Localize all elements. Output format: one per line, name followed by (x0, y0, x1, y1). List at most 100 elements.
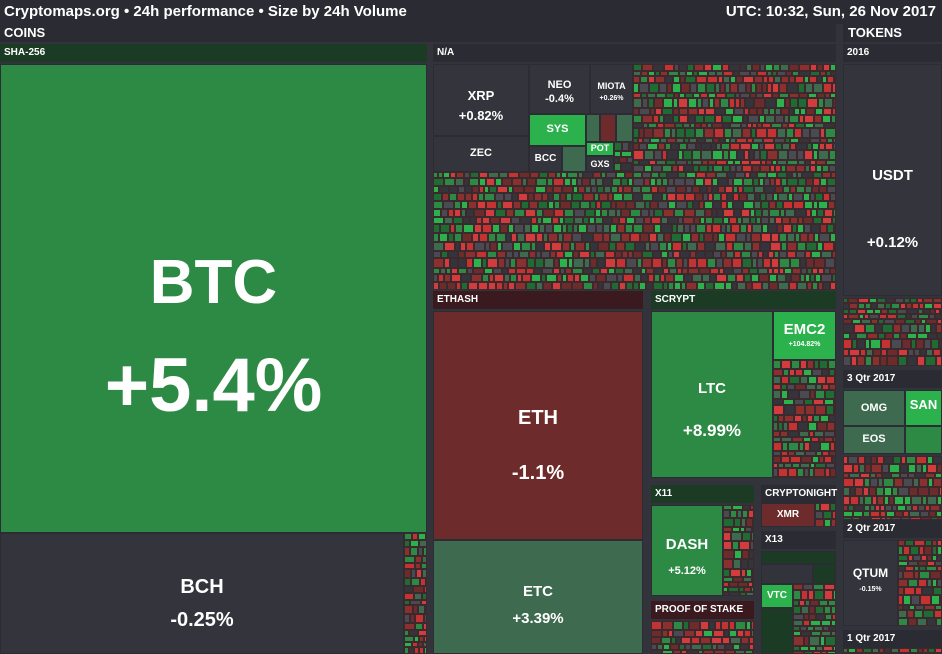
mini-coin-tile[interactable] (871, 464, 882, 473)
mini-coin-tile[interactable] (793, 193, 803, 201)
mini-coin-tile[interactable] (856, 648, 863, 653)
mini-coin-tile[interactable] (776, 98, 785, 108)
mini-coin-tile[interactable] (713, 138, 719, 143)
mini-coin-tile[interactable] (522, 178, 527, 186)
mini-coin-tile[interactable] (743, 186, 754, 193)
mini-coin-tile[interactable] (827, 178, 836, 186)
mini-coin-tile[interactable] (625, 242, 635, 251)
mini-coin-tile[interactable] (424, 586, 427, 593)
mini-coin-tile[interactable] (676, 258, 683, 268)
tile-small-x13-1[interactable] (761, 551, 836, 564)
mini-coin-tile[interactable] (706, 172, 716, 178)
mini-coin-tile[interactable] (546, 274, 557, 282)
mini-coin-tile[interactable] (907, 356, 917, 366)
mini-coin-tile[interactable] (852, 517, 860, 520)
mini-coin-tile[interactable] (458, 186, 465, 193)
mini-coin-tile[interactable] (685, 128, 695, 138)
mini-coin-tile[interactable] (724, 268, 733, 274)
mini-coin-tile[interactable] (404, 593, 414, 600)
mini-coin-tile[interactable] (714, 650, 725, 654)
mini-coin-tile[interactable] (770, 178, 775, 186)
mini-coin-tile[interactable] (773, 477, 782, 478)
mini-coin-tile[interactable] (659, 242, 667, 251)
mini-coin-tile[interactable] (510, 274, 517, 282)
group-q1-2017-header[interactable]: 1 Qtr 2017 (843, 630, 942, 648)
mini-coin-tile[interactable] (643, 138, 650, 143)
mini-coin-tile[interactable] (803, 584, 813, 590)
mini-coin-tile[interactable] (456, 282, 461, 290)
mini-coin-tile[interactable] (692, 160, 702, 165)
mini-coin-tile[interactable] (513, 251, 519, 258)
mini-coin-tile[interactable] (496, 282, 503, 290)
mini-coin-tile[interactable] (737, 150, 744, 160)
mini-coin-tile[interactable] (648, 274, 654, 282)
mini-coin-tile[interactable] (488, 172, 499, 178)
mini-coin-tile[interactable] (433, 217, 444, 224)
mini-coin-tile[interactable] (741, 123, 747, 128)
mini-coin-tile[interactable] (778, 468, 788, 477)
mini-coin-tile[interactable] (735, 621, 746, 630)
mini-coin-tile[interactable] (424, 614, 427, 623)
mini-coin-tile[interactable] (790, 98, 798, 108)
mini-coin-tile[interactable] (904, 587, 915, 595)
mini-coin-tile[interactable] (651, 630, 662, 637)
mini-coin-tile[interactable] (769, 217, 775, 224)
mini-coin-tile[interactable] (644, 178, 650, 186)
mini-coin-tile[interactable] (832, 274, 836, 282)
mini-coin-tile[interactable] (542, 193, 548, 201)
mini-coin-tile[interactable] (782, 123, 788, 128)
mini-coin-tile[interactable] (649, 160, 656, 165)
mini-coin-tile[interactable] (666, 186, 676, 193)
mini-coin-tile[interactable] (917, 356, 925, 366)
mini-coin-tile[interactable] (543, 233, 548, 242)
mini-coin-tile[interactable] (760, 165, 770, 172)
mini-coin-tile[interactable] (820, 442, 830, 451)
mini-coin-tile[interactable] (666, 160, 676, 165)
mini-coin-tile[interactable] (825, 636, 836, 646)
mini-coin-tile[interactable] (699, 233, 704, 242)
mini-coin-tile[interactable] (835, 463, 836, 468)
tile-omg[interactable]: OMG (843, 390, 905, 426)
mini-coin-tile[interactable] (418, 630, 427, 636)
mini-coin-tile[interactable] (421, 563, 427, 569)
mini-coin-tile[interactable] (835, 477, 836, 478)
mini-coin-tile[interactable] (667, 258, 676, 268)
mini-coin-tile[interactable] (804, 76, 809, 83)
mini-coin-tile[interactable] (455, 242, 460, 251)
mini-coin-tile[interactable] (834, 242, 836, 251)
mini-coin-tile[interactable] (641, 274, 648, 282)
mini-coin-tile[interactable] (782, 217, 790, 224)
mini-coin-tile[interactable] (832, 108, 836, 115)
mini-coin-tile[interactable] (913, 478, 919, 487)
mini-coin-tile[interactable] (458, 258, 466, 268)
mini-coin-tile[interactable] (724, 128, 732, 138)
mini-coin-tile[interactable] (684, 165, 693, 172)
mini-coin-tile[interactable] (433, 178, 444, 186)
mini-coin-tile[interactable] (685, 93, 693, 98)
mini-coin-tile[interactable] (495, 209, 506, 217)
mini-coin-tile[interactable] (927, 561, 935, 566)
mini-coin-tile[interactable] (805, 165, 810, 172)
mini-coin-tile[interactable] (843, 517, 852, 520)
mini-coin-tile[interactable] (742, 550, 749, 559)
mini-coin-tile[interactable] (412, 533, 418, 540)
mini-coin-tile[interactable] (623, 274, 634, 282)
mini-coin-tile[interactable] (696, 224, 706, 233)
mini-coin-tile[interactable] (751, 532, 754, 541)
mini-coin-tile[interactable] (513, 201, 521, 209)
mini-coin-tile[interactable] (905, 540, 914, 546)
mini-coin-tile[interactable] (750, 209, 755, 217)
mini-coin-tile[interactable] (875, 324, 882, 333)
mini-coin-tile[interactable] (654, 150, 662, 160)
mini-coin-tile[interactable] (673, 251, 680, 258)
mini-coin-tile[interactable] (640, 76, 648, 83)
mini-coin-tile[interactable] (796, 186, 805, 193)
mini-coin-tile[interactable] (816, 165, 822, 172)
mini-coin-tile[interactable] (450, 224, 455, 233)
mini-coin-tile[interactable] (752, 577, 754, 582)
mini-coin-tile[interactable] (927, 618, 936, 626)
mini-coin-tile[interactable] (688, 108, 698, 115)
mini-coin-tile[interactable] (829, 384, 836, 390)
mini-coin-tile[interactable] (678, 217, 683, 224)
mini-coin-tile[interactable] (751, 128, 756, 138)
